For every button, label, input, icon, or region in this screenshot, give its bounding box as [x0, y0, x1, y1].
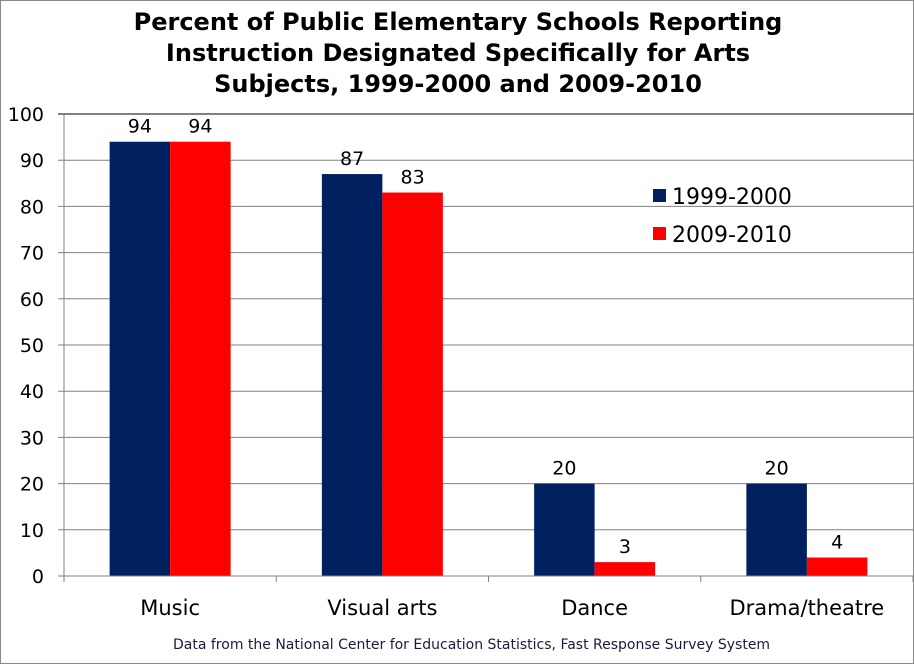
y-tick-label: 20	[20, 474, 44, 496]
y-tick-label: 0	[32, 566, 44, 588]
legend-label: 2009-2010	[672, 223, 792, 248]
y-tick-label: 60	[20, 289, 44, 311]
x-category-label: Visual arts	[327, 596, 437, 620]
y-tick-label: 100	[8, 104, 44, 126]
bar-1999-2000-Music	[109, 141, 171, 576]
y-tick-label: 50	[20, 335, 44, 357]
data-label: 83	[401, 167, 425, 189]
data-label: 94	[188, 116, 212, 138]
data-label: 87	[340, 148, 364, 170]
data-label: 20	[765, 458, 789, 480]
bar-2009-2010-Music	[170, 141, 231, 576]
y-tick-label: 30	[20, 427, 44, 449]
legend-swatch	[653, 189, 666, 202]
data-label: 3	[619, 536, 631, 558]
bar-2009-2010-Dance	[594, 562, 656, 576]
y-tick-label: 70	[20, 243, 44, 265]
x-category-label: Music	[140, 596, 200, 620]
y-tick-label: 40	[20, 381, 44, 403]
bar-1999-2000-Visual arts	[321, 174, 383, 576]
bar-2009-2010-Visual arts	[382, 192, 443, 577]
data-label: 4	[831, 532, 843, 554]
chart-footnote: Data from the National Center for Educat…	[173, 637, 771, 653]
bar-1999-2000-Dance	[534, 483, 595, 576]
legend-label: 1999-2000	[672, 185, 792, 210]
y-tick-label: 90	[20, 150, 44, 172]
bar-2009-2010-Drama/theatre	[806, 557, 868, 576]
data-label: 94	[128, 116, 152, 138]
x-category-label: Drama/theatre	[730, 596, 885, 620]
bar-1999-2000-Drama/theatre	[746, 483, 807, 576]
y-tick-label: 10	[20, 520, 44, 542]
x-category-label: Dance	[561, 596, 628, 620]
y-tick-label: 80	[20, 196, 44, 218]
legend-swatch	[653, 227, 666, 240]
chart-title: Percent of Public Elementary Schools Rep…	[133, 8, 783, 98]
data-label: 20	[552, 458, 576, 480]
